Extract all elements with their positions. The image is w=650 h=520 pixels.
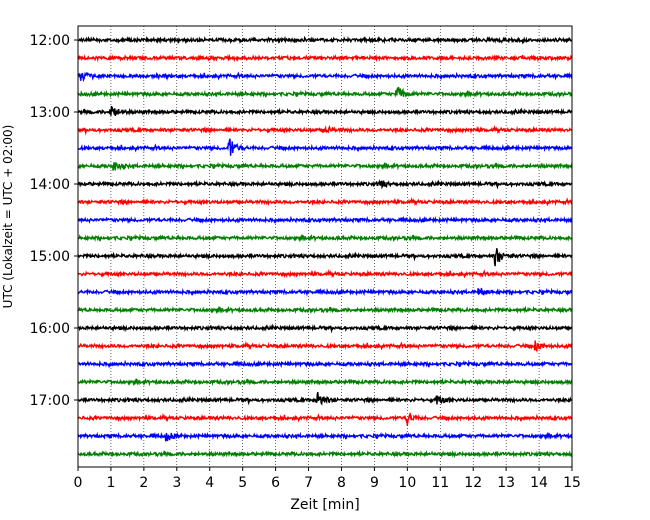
trace-1630	[77, 359, 573, 369]
plot-frame	[77, 25, 573, 468]
seismic-traces	[77, 35, 573, 459]
y-tick-label: 15:00	[30, 249, 70, 265]
trace-1715	[77, 412, 573, 426]
trace-1500	[77, 248, 573, 267]
x-tick-label: 3	[172, 475, 181, 491]
x-tick-label: 1	[106, 475, 115, 491]
trace-1400	[77, 179, 573, 190]
trace-1445	[77, 233, 573, 243]
x-tick-label: 2	[139, 475, 148, 491]
y-tick-label: 13:00	[30, 105, 70, 121]
x-tick-label: 15	[563, 475, 581, 491]
x-tick-label: 7	[304, 475, 313, 491]
trace-1615	[77, 340, 573, 353]
y-tick-label: 12:00	[30, 33, 70, 49]
trace-1230	[77, 71, 573, 83]
trace-1330	[77, 138, 573, 156]
y-axis-label: UTC (Lokalzeit = UTC + 02:00)	[1, 125, 15, 309]
x-tick-label: 8	[337, 475, 346, 491]
trace-1430	[77, 215, 573, 225]
trace-1415	[77, 196, 573, 207]
x-axis-label: Zeit [min]	[290, 497, 359, 513]
y-axis-ticks: 12:00 13:00 14:00 15:00 16:00 17:00	[30, 33, 78, 409]
trace-1700	[77, 391, 573, 406]
trace-1515	[77, 268, 573, 279]
trace-1730	[77, 431, 573, 442]
y-tick-label: 16:00	[30, 321, 70, 337]
x-tick-label: 9	[370, 475, 379, 491]
trace-1645	[77, 377, 573, 387]
y-tick-label: 17:00	[30, 393, 70, 409]
x-tick-label: 5	[238, 475, 247, 491]
trace-1315	[77, 124, 573, 136]
trace-1345	[77, 161, 573, 171]
x-tick-label: 11	[431, 475, 449, 491]
x-tick-label: 14	[530, 475, 548, 491]
x-tick-label: 0	[74, 475, 83, 491]
y-tick-label: 14:00	[30, 177, 70, 193]
trace-1300	[77, 105, 573, 117]
x-tick-label: 13	[497, 475, 515, 491]
x-axis-ticks: 0 1 2 3 4 5 6 7 8 9 10 11 12 13 14 15	[74, 467, 581, 491]
x-tick-label: 10	[398, 475, 416, 491]
trace-1200	[77, 35, 573, 45]
trace-1245	[77, 86, 573, 99]
x-tick-label: 4	[205, 475, 214, 491]
trace-1745	[77, 449, 573, 459]
trace-1530	[77, 287, 573, 297]
trace-1215	[77, 53, 573, 63]
trace-1545	[77, 305, 573, 315]
x-tick-label: 12	[464, 475, 482, 491]
x-tick-label: 6	[271, 475, 280, 491]
trace-1600	[77, 323, 573, 334]
